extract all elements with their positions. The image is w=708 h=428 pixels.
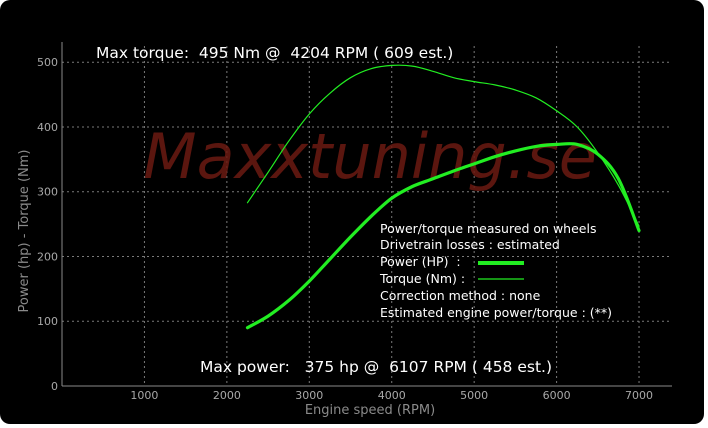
legend-line-drivetrain: Drivetrain losses : estimated bbox=[380, 237, 560, 252]
x-tick-label: 6000 bbox=[543, 389, 571, 402]
y-axis-title: Power (hp) - Torque (Nm) bbox=[17, 150, 32, 313]
x-tick-label: 3000 bbox=[295, 389, 323, 402]
legend: Power/torque measured on wheels Drivetra… bbox=[379, 221, 612, 320]
grid bbox=[62, 46, 672, 386]
y-tick-label: 400 bbox=[37, 121, 58, 134]
legend-line-torque: Torque (Nm) : bbox=[379, 271, 465, 286]
watermark-text: Maxxtuning.se bbox=[143, 120, 597, 193]
series-lines bbox=[245, 64, 641, 330]
x-axis-title: Engine speed (RPM) bbox=[305, 403, 435, 418]
x-tick-label: 4000 bbox=[378, 389, 406, 402]
x-tick-label: 7000 bbox=[625, 389, 653, 402]
axes bbox=[61, 42, 672, 387]
tick-labels: 1000 2000 3000 4000 5000 6000 7000 0 100 200 300 40… bbox=[37, 56, 653, 402]
x-tick-label: 2000 bbox=[213, 389, 241, 402]
power-series-line bbox=[245, 142, 641, 330]
y-tick-label: 100 bbox=[37, 315, 58, 328]
y-tick-label: 500 bbox=[37, 56, 58, 69]
legend-line-estimated: Estimated engine power/torque : (**) bbox=[380, 305, 612, 320]
max-power-text: Max power: 375 hp @ 6107 RPM ( 458 est.) bbox=[200, 358, 552, 376]
legend-line-power: Power (HP) : bbox=[380, 254, 461, 269]
torque-series-line bbox=[246, 64, 640, 227]
y-tick-label: 300 bbox=[37, 186, 58, 199]
max-torque-text: Max torque: 495 Nm @ 4204 RPM ( 609 est.… bbox=[96, 44, 453, 62]
y-tick-label: 0 bbox=[51, 380, 58, 393]
x-tick-label: 5000 bbox=[460, 389, 488, 402]
y-tick-label: 200 bbox=[37, 250, 58, 263]
x-tick-label: 1000 bbox=[130, 389, 158, 402]
legend-line-measured: Power/torque measured on wheels bbox=[380, 221, 596, 236]
legend-line-correction: Correction method : none bbox=[380, 288, 541, 303]
